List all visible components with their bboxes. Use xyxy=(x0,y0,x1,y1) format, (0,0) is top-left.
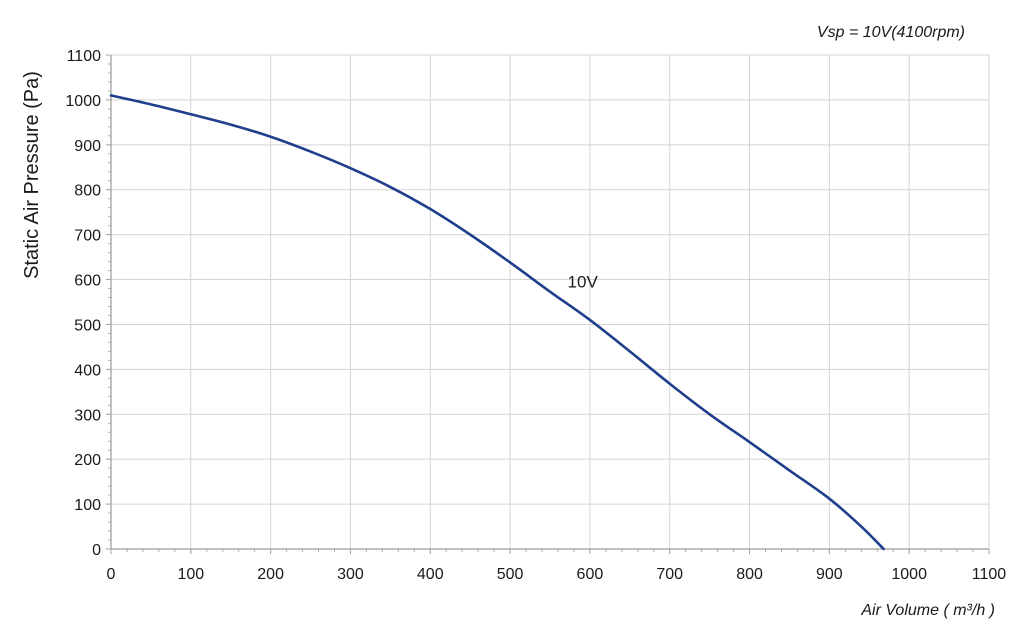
y-tick-labels: 0 100 200 300 400 500 600 700 800 900 1000 1100 xyxy=(65,48,101,559)
x-tick-label: 400 xyxy=(417,566,444,583)
y-tick-label: 500 xyxy=(74,317,101,334)
y-tick-label: 200 xyxy=(74,452,101,469)
x-tick-label: 600 xyxy=(577,566,604,583)
x-tick-label: 0 xyxy=(107,566,116,583)
series-annotation-label: 10V xyxy=(568,273,599,292)
y-tick-label: 700 xyxy=(74,228,101,245)
x-tick-label: 700 xyxy=(656,566,683,583)
y-axis-title: Static Air Pressure (Pa) xyxy=(21,71,43,279)
y-tick-label: 1000 xyxy=(65,93,101,110)
y-tick-label: 100 xyxy=(74,497,101,514)
x-tick-label: 900 xyxy=(816,566,843,583)
y-tick-label: 300 xyxy=(74,407,101,424)
x-tick-label: 100 xyxy=(177,566,204,583)
x-tick-label: 300 xyxy=(337,566,364,583)
annotations: 10V xyxy=(568,273,599,292)
x-tick-label: 800 xyxy=(736,566,763,583)
minor-ticks xyxy=(106,54,990,554)
series-line-10V xyxy=(109,94,885,551)
x-tick-label: 500 xyxy=(497,566,524,583)
y-tick-label: 0 xyxy=(92,542,101,559)
x-tick-label: 200 xyxy=(257,566,284,583)
y-tick-label: 400 xyxy=(74,362,101,379)
x-axis-title: Air Volume ( m³/h ) xyxy=(860,602,995,619)
x-tick-label: 1100 xyxy=(972,566,1007,583)
y-tick-label: 600 xyxy=(74,273,101,290)
x-tick-labels: 0 100 200 300 400 500 600 700 800 900 1000 1100 xyxy=(107,566,1007,583)
series xyxy=(109,94,885,551)
x-tick-label: 1000 xyxy=(891,566,927,583)
y-tick-label: 800 xyxy=(74,183,101,200)
grid xyxy=(111,54,990,549)
chart-title: Vsp = 10V(4100rpm) xyxy=(817,24,965,41)
y-tick-label: 900 xyxy=(74,138,101,155)
y-tick-label: 1100 xyxy=(67,48,102,65)
